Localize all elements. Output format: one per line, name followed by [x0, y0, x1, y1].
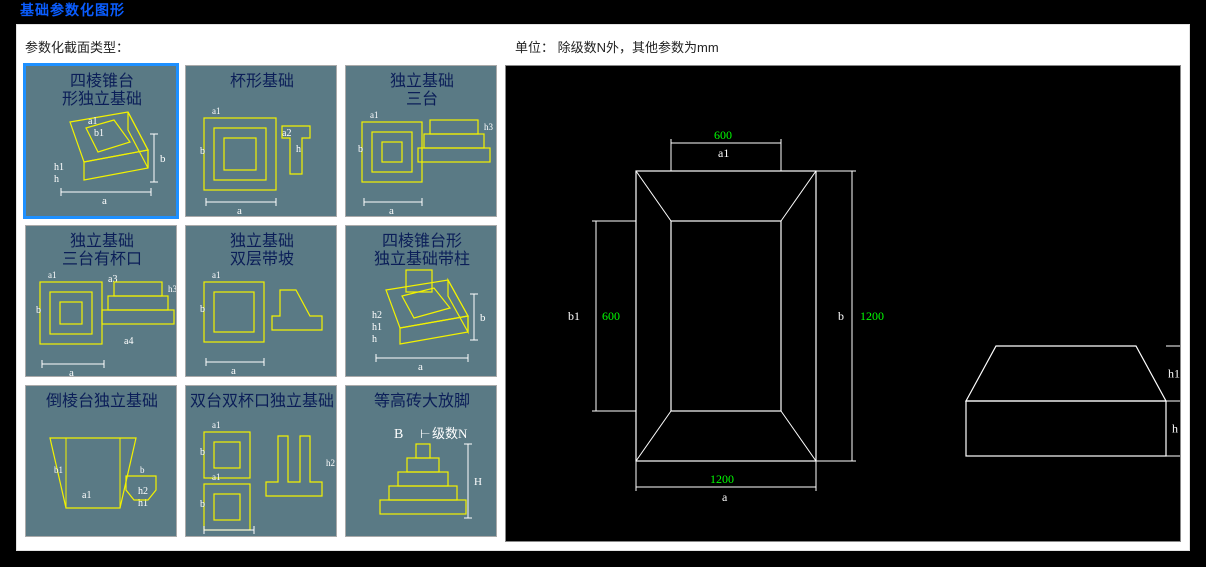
svg-text:双台双杯口独立基础: 双台双杯口独立基础: [190, 392, 334, 410]
svg-text:b1: b1: [568, 309, 580, 323]
svg-text:a4: a4: [124, 336, 133, 347]
svg-text:a1: a1: [212, 106, 221, 116]
thumbnail-grid: 四棱锥台 形独立基础 abh1ha1b1 杯形基础 ba1a2ha 独立基础 三…: [25, 65, 495, 537]
thumb-0[interactable]: 四棱锥台 形独立基础 a b h1h a1b1: [25, 65, 177, 217]
svg-text:a2: a2: [282, 128, 291, 139]
svg-text:h2: h2: [138, 486, 148, 497]
svg-text:b: b: [358, 144, 363, 155]
svg-text:四棱锥台: 四棱锥台: [70, 72, 134, 90]
unit-label: 单位： 除级数N外，其他参数为mm: [515, 37, 719, 56]
svg-text:a: a: [418, 361, 423, 373]
svg-text:b: b: [480, 312, 486, 324]
svg-text:三台: 三台: [406, 90, 438, 108]
svg-text:600: 600: [714, 128, 732, 142]
svg-text:h1: h1: [372, 322, 382, 333]
svg-text:三台有杯口: 三台有杯口: [62, 250, 142, 268]
svg-text:b1: b1: [94, 128, 104, 139]
svg-text:b: b: [36, 305, 41, 316]
svg-text:1200: 1200: [710, 472, 734, 486]
svg-text:独立基础带柱: 独立基础带柱: [374, 250, 470, 268]
svg-text:a: a: [69, 367, 74, 377]
svg-text:等高砖大放脚: 等高砖大放脚: [374, 392, 470, 410]
svg-text:b: b: [200, 499, 205, 510]
thumb-3[interactable]: 独立基础 三台有杯口 ba1a3h3h2h1a4a: [25, 225, 177, 377]
svg-text:b: b: [200, 146, 205, 157]
svg-text:a1: a1: [88, 116, 97, 127]
svg-text:h1: h1: [54, 162, 64, 173]
svg-text:a: a: [231, 365, 236, 377]
svg-text:h2: h2: [372, 310, 382, 321]
svg-text:b: b: [838, 309, 844, 323]
svg-text:600: 600: [602, 309, 620, 323]
thumb-7[interactable]: 双台双杯口独立基础 b a1 b a1 h2 a: [185, 385, 337, 537]
svg-text:a1: a1: [212, 420, 221, 430]
svg-text:1200: 1200: [860, 309, 884, 323]
svg-text:a3: a3: [108, 274, 117, 285]
svg-text:h3: h3: [484, 122, 494, 132]
svg-text:h3: h3: [168, 284, 177, 294]
svg-text:a: a: [225, 533, 230, 537]
svg-text:H: H: [474, 476, 482, 488]
svg-text:b1: b1: [54, 465, 63, 475]
svg-text:a1: a1: [212, 270, 221, 280]
svg-text:b: b: [200, 304, 205, 315]
svg-text:双层带坡: 双层带坡: [230, 250, 294, 268]
svg-text:a1: a1: [370, 110, 379, 120]
thumb-1[interactable]: 杯形基础 b a1 a2 h a: [185, 65, 337, 217]
svg-text:h: h: [54, 174, 59, 185]
cad-canvas: 600a11200ab1600b1200h1600h600: [506, 66, 1181, 542]
svg-text:b: b: [200, 447, 205, 458]
svg-text:a1: a1: [212, 472, 221, 482]
section-type-label: 参数化截面类型：: [25, 37, 129, 56]
page-root: 基础参数化图形 参数化截面类型： 单位： 除级数N外，其他参数为mm 四棱锥台 …: [0, 0, 1206, 567]
thumb-5[interactable]: 四棱锥台形 独立基础带柱 a b h2h1h: [345, 225, 497, 377]
thumb-2[interactable]: 独立基础 三台 ba1h3h2h1a: [345, 65, 497, 217]
svg-text:四棱锥台形: 四棱锥台形: [382, 232, 462, 250]
svg-text:独立基础: 独立基础: [70, 232, 134, 250]
main-panel: 参数化截面类型： 单位： 除级数N外，其他参数为mm 四棱锥台 形独立基础 a b…: [16, 24, 1190, 551]
svg-text:h: h: [372, 334, 377, 345]
svg-text:⊢: ⊢: [420, 427, 430, 441]
svg-text:h: h: [296, 144, 301, 155]
svg-text:h2: h2: [326, 458, 335, 468]
svg-text:b: b: [140, 465, 145, 475]
svg-text:a: a: [722, 490, 728, 504]
svg-text:a1: a1: [718, 146, 729, 160]
svg-text:形独立基础: 形独立基础: [62, 90, 142, 108]
svg-text:h1: h1: [1168, 367, 1180, 381]
svg-text:h2: h2: [496, 136, 497, 146]
svg-text:a: a: [237, 205, 242, 217]
svg-text:a1: a1: [48, 270, 57, 280]
svg-text:a1: a1: [82, 490, 91, 501]
thumb-6[interactable]: 倒棱台独立基础 b1bh2h1a1: [25, 385, 177, 537]
svg-text:a: a: [102, 195, 107, 207]
svg-text:倒棱台独立基础: 倒棱台独立基础: [46, 392, 158, 410]
svg-text:h: h: [1172, 422, 1178, 436]
svg-text:独立基础: 独立基础: [230, 232, 294, 250]
svg-text:级数N: 级数N: [432, 426, 468, 441]
svg-text:a: a: [389, 205, 394, 217]
cad-viewer[interactable]: 600a11200ab1600b1200h1600h600: [505, 65, 1181, 542]
thumb-4[interactable]: 独立基础 双层带坡 b a1 a: [185, 225, 337, 377]
svg-text:b: b: [160, 153, 166, 165]
thumb-8[interactable]: 等高砖大放脚 B ⊢级数N H: [345, 385, 497, 537]
svg-text:杯形基础: 杯形基础: [230, 72, 294, 90]
svg-text:B: B: [394, 427, 403, 442]
header-title: 基础参数化图形: [20, 0, 125, 20]
svg-text:独立基础: 独立基础: [390, 72, 454, 90]
